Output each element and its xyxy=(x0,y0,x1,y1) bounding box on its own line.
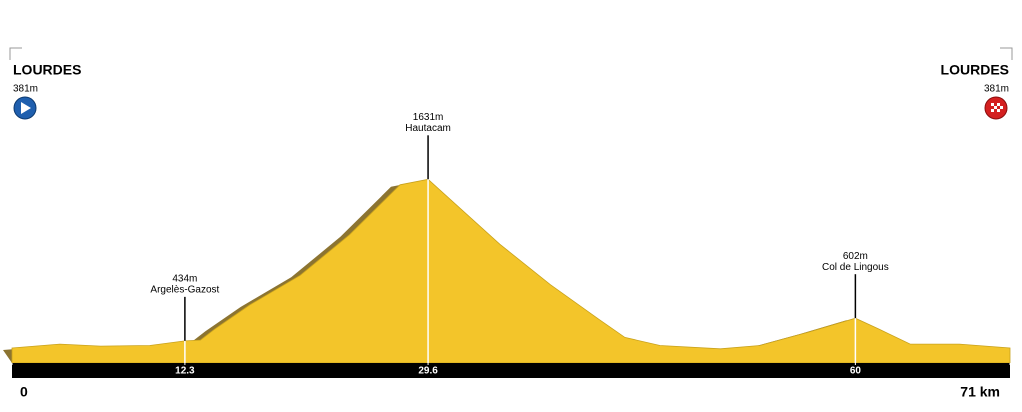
climb-elevation: 602m xyxy=(843,251,868,262)
finish-icon xyxy=(984,96,1008,120)
start-icon xyxy=(13,96,37,120)
climb-name: Argelès-Gazost xyxy=(150,285,219,296)
start-elevation: 381m xyxy=(13,84,38,95)
frame-corner xyxy=(9,47,1013,60)
finish-elevation: 381m xyxy=(984,84,1009,95)
x-tick-label: 0 xyxy=(20,384,28,400)
x-tick-label: 71 km xyxy=(960,384,1000,400)
x-tick-label: 12.3 xyxy=(175,366,195,377)
climb-name: Hautacam xyxy=(405,123,451,134)
distance-bar xyxy=(12,363,1010,378)
climb-name: Col de Lingous xyxy=(822,262,889,273)
start-name: LOURDES xyxy=(13,62,81,78)
climb-elevation: 1631m xyxy=(413,112,444,123)
x-tick-label: 29.6 xyxy=(418,366,438,377)
profile-area xyxy=(11,178,1011,364)
climb-elevation: 434m xyxy=(172,274,197,285)
x-tick-label: 60 xyxy=(850,366,862,377)
finish-name: LOURDES xyxy=(941,62,1009,78)
